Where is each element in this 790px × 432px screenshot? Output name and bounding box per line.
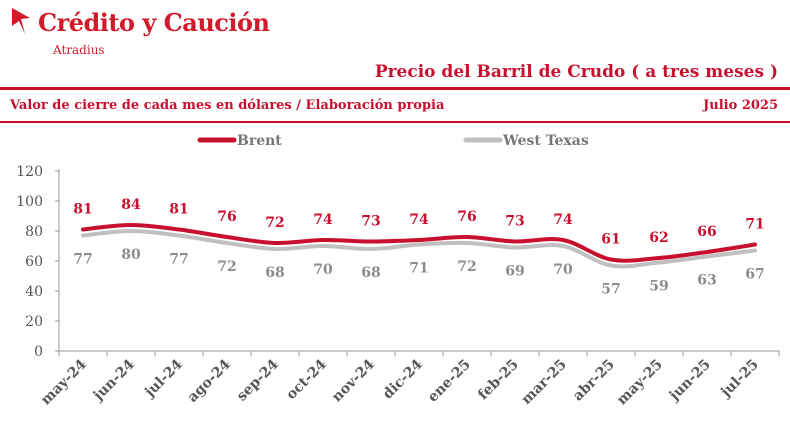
data-label-brent: 74 [313,212,333,228]
data-label-west-texas: 59 [649,279,668,295]
x-tick-label: mar-25 [519,357,570,408]
data-label-west-texas: 63 [697,273,716,289]
data-label-west-texas: 80 [121,247,141,263]
data-label-brent: 62 [649,230,668,246]
title-rule [0,87,790,90]
x-tick-label: feb-25 [475,357,522,404]
brand-name: Crédito y Caución [38,8,270,37]
data-label-brent: 61 [601,232,620,248]
subtitle-rule [0,121,790,123]
y-tick-label: 100 [16,194,43,210]
data-label-brent: 72 [265,215,284,231]
x-tick-label: dic-24 [380,356,426,402]
data-label-brent: 73 [361,214,380,230]
data-label-west-texas: 72 [457,259,476,275]
data-label-west-texas: 68 [265,265,284,281]
data-label-brent: 76 [457,209,476,225]
data-label-west-texas: 72 [217,259,236,275]
data-label-brent: 74 [553,212,573,228]
data-label-west-texas: 70 [553,262,573,278]
x-tick-label: abr-25 [570,357,618,405]
data-label-west-texas: 68 [361,265,380,281]
data-label-brent: 81 [169,202,188,218]
x-tick-label: nov-24 [329,356,378,405]
data-label-brent: 73 [505,214,524,230]
brand-sub: Atradius [53,43,105,57]
data-label-brent: 76 [217,209,236,225]
x-tick-label: may-25 [614,357,666,409]
x-tick-label: oct-24 [283,356,330,403]
report-date: Julio 2025 [703,98,778,113]
y-tick-label: 20 [25,314,43,330]
x-tick-label: jul-25 [717,357,762,402]
y-tick-label: 120 [16,164,43,180]
data-label-west-texas: 70 [313,262,333,278]
legend-label-west-texas: West Texas [502,133,589,149]
data-label-west-texas: 69 [505,264,524,280]
chart-subtitle: Valor de cierre de cada mes en dólares /… [10,98,445,113]
x-tick-label: jul-24 [141,356,186,401]
data-label-brent: 71 [745,217,764,233]
brand-logo: Crédito y Caución Atradius [10,6,270,57]
brand-mark-icon [12,8,30,34]
legend-label-brent: Brent [237,133,282,149]
data-label-west-texas: 71 [409,261,428,277]
x-tick-label: jun-25 [665,357,714,406]
data-label-brent: 74 [409,212,429,228]
page-title: Precio del Barril de Crudo ( a tres mese… [374,62,778,82]
data-label-west-texas: 77 [169,252,188,268]
data-label-west-texas: 67 [745,267,764,283]
data-label-brent: 84 [121,197,141,213]
y-tick-label: 0 [34,344,43,360]
data-label-brent: 81 [73,202,92,218]
y-tick-label: 80 [25,224,43,240]
x-tick-label: ene-25 [425,357,474,406]
data-label-west-texas: 77 [73,252,92,268]
series-line-brent [81,222,757,263]
y-tick-label: 60 [25,254,43,270]
data-label-west-texas: 57 [601,282,620,298]
y-tick-label: 40 [25,284,43,300]
data-label-brent: 66 [697,224,716,240]
x-tick-label: may-24 [38,356,90,408]
x-tick-label: ago-24 [185,356,234,405]
x-tick-label: sep-24 [234,356,282,404]
series-line-west-texas [81,228,757,269]
x-tick-label: jun-24 [89,356,138,405]
